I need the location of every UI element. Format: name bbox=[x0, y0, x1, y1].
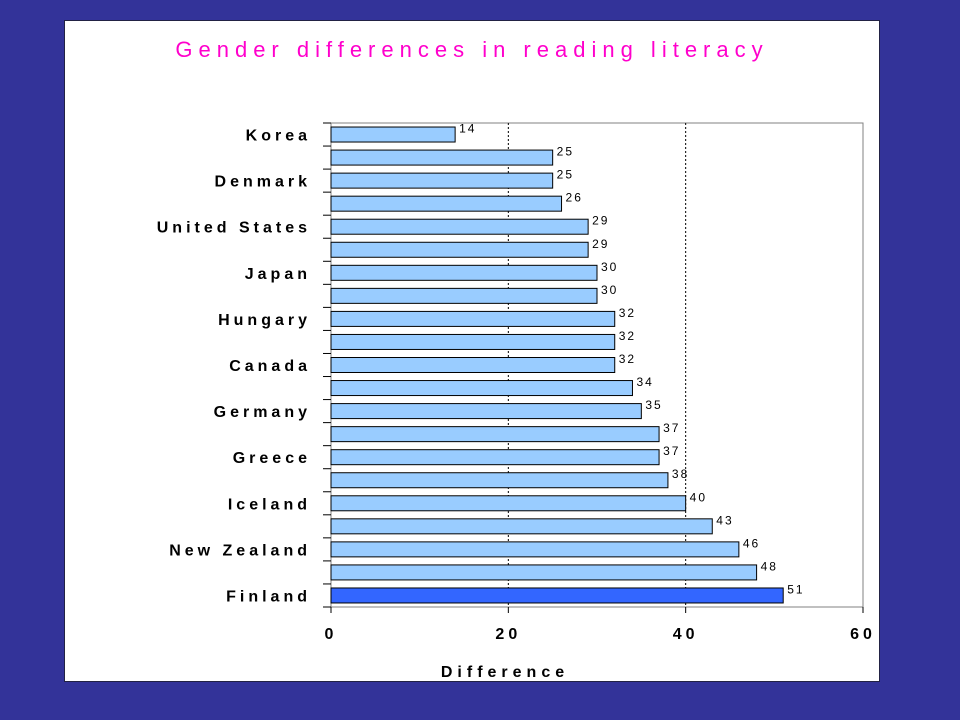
bar bbox=[330, 149, 554, 166]
data-label: 30 bbox=[601, 260, 618, 274]
data-label: 26 bbox=[566, 191, 583, 205]
data-label: 51 bbox=[787, 582, 804, 596]
category-label: Germany bbox=[214, 404, 311, 421]
bar bbox=[330, 495, 687, 512]
chart-title: Gender differences in reading literacy bbox=[175, 37, 769, 62]
data-label: 43 bbox=[716, 513, 733, 527]
x-tick-label: 60 bbox=[850, 626, 876, 643]
x-tick-label: 0 bbox=[325, 626, 338, 643]
bar bbox=[330, 333, 616, 350]
category-label: Finland bbox=[226, 588, 311, 605]
data-label: 40 bbox=[690, 490, 707, 504]
data-label: 29 bbox=[592, 237, 609, 251]
bar-chart: 1425252629293030323232343537373840434648… bbox=[157, 122, 876, 681]
bar bbox=[330, 218, 589, 235]
bar bbox=[330, 472, 669, 489]
category-label: Iceland bbox=[228, 496, 311, 513]
bar bbox=[330, 449, 660, 466]
x-tick-label: 20 bbox=[495, 626, 521, 643]
category-label: Japan bbox=[245, 266, 311, 283]
bar bbox=[330, 172, 554, 189]
category-label: Greece bbox=[233, 450, 311, 467]
slide-panel: Gender differences in reading literacy 1… bbox=[64, 20, 880, 682]
data-label: 37 bbox=[663, 444, 680, 458]
bar bbox=[330, 541, 740, 558]
data-label: 48 bbox=[761, 559, 778, 573]
category-label: New Zealand bbox=[169, 542, 311, 559]
data-label: 32 bbox=[619, 352, 636, 366]
data-label: 35 bbox=[645, 398, 662, 412]
bar bbox=[330, 403, 642, 420]
bar bbox=[330, 426, 660, 443]
category-label: Hungary bbox=[218, 312, 311, 329]
bar bbox=[330, 380, 633, 397]
bar bbox=[330, 195, 563, 212]
bar bbox=[330, 518, 713, 535]
category-label: Korea bbox=[246, 128, 311, 145]
bar bbox=[330, 241, 589, 258]
data-label: 37 bbox=[663, 421, 680, 435]
bar bbox=[330, 264, 598, 281]
data-label: 30 bbox=[601, 283, 618, 297]
category-label: United States bbox=[157, 220, 311, 237]
data-label: 46 bbox=[743, 536, 760, 550]
x-axis-label: Difference bbox=[441, 664, 569, 681]
bar bbox=[330, 126, 456, 143]
data-label: 32 bbox=[619, 306, 636, 320]
data-label: 14 bbox=[459, 122, 476, 136]
bar bbox=[330, 587, 784, 604]
data-label: 34 bbox=[636, 375, 653, 389]
data-label: 25 bbox=[557, 145, 574, 159]
bar bbox=[330, 287, 598, 304]
data-label: 38 bbox=[672, 467, 689, 481]
data-label: 32 bbox=[619, 329, 636, 343]
data-label: 29 bbox=[592, 214, 609, 228]
bar bbox=[330, 310, 616, 327]
bar bbox=[330, 564, 758, 581]
data-label: 25 bbox=[557, 168, 574, 182]
bar bbox=[330, 357, 616, 373]
category-label: Denmark bbox=[215, 174, 311, 191]
category-label: Canada bbox=[229, 358, 311, 375]
x-tick-label: 40 bbox=[673, 626, 699, 643]
